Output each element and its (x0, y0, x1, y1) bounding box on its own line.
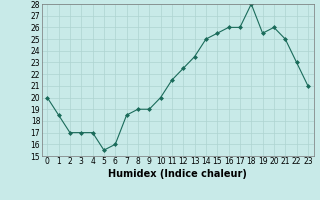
X-axis label: Humidex (Indice chaleur): Humidex (Indice chaleur) (108, 169, 247, 179)
